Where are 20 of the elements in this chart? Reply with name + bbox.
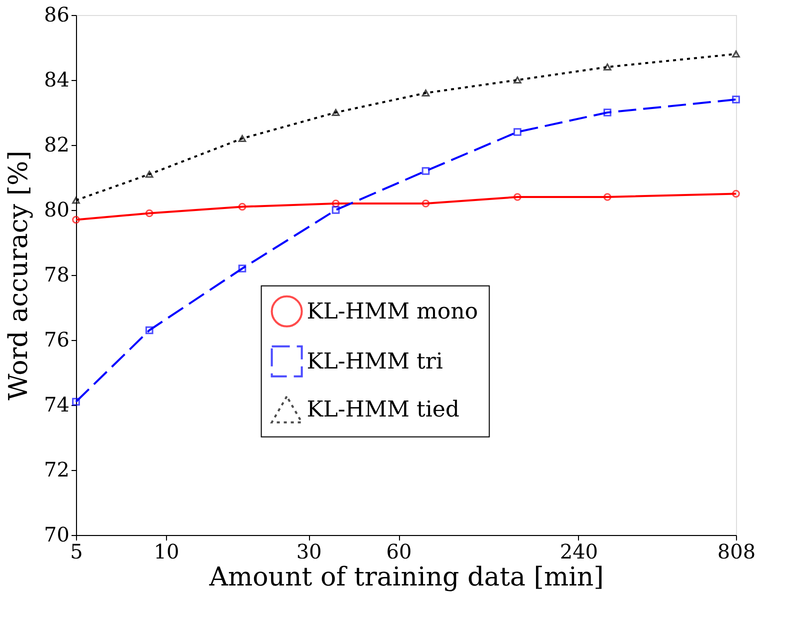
- y-tick-label: 86: [44, 2, 70, 26]
- x-tick-label: 60: [386, 540, 412, 564]
- y-axis-title: Word accuracy [%]: [4, 150, 34, 400]
- legend-label: KL-HMM tri: [306, 349, 443, 374]
- x-axis-title: Amount of training data [min]: [208, 562, 604, 592]
- x-tick-label: 808: [717, 540, 756, 564]
- y-tick-label: 84: [44, 68, 70, 92]
- y-tick-label: 76: [44, 328, 70, 352]
- legend-label: KL-HMM mono: [306, 299, 478, 324]
- x-tick-label: 240: [560, 540, 598, 564]
- y-tick-label: 78: [44, 262, 70, 286]
- y-tick-label: 74: [44, 392, 70, 416]
- y-tick-label: 70: [44, 522, 70, 546]
- y-tick-label: 82: [44, 132, 70, 156]
- x-tick-label: 5: [70, 540, 83, 564]
- legend-label: KL-HMM tied: [306, 397, 460, 422]
- y-tick-label: 72: [44, 458, 70, 482]
- y-tick-label: 80: [44, 198, 70, 222]
- x-tick-label: 10: [154, 540, 180, 564]
- x-tick-label: 30: [296, 540, 322, 564]
